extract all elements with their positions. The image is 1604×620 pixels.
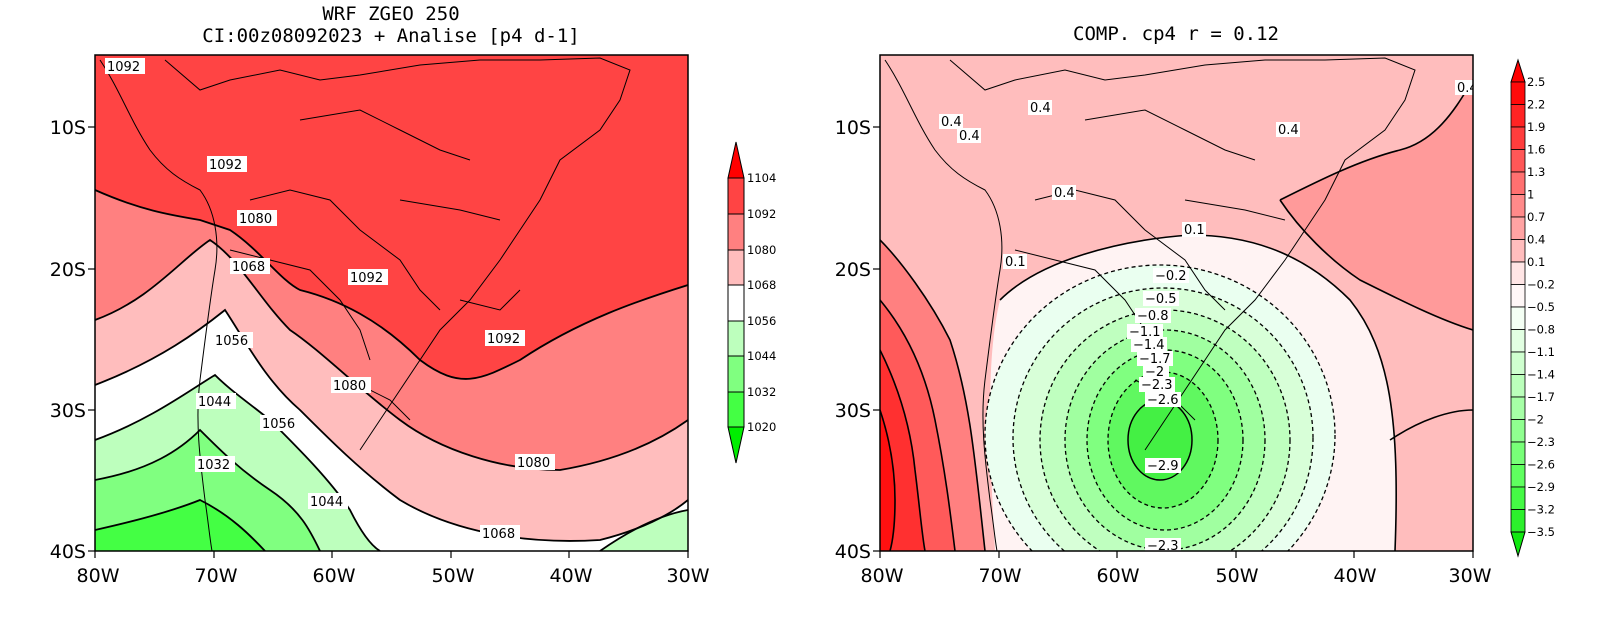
contour-label: 0.4 (959, 129, 980, 144)
colorbar-label: 2.5 (1527, 75, 1545, 89)
contour-label: −0.8 (1137, 309, 1169, 324)
contour-label: 1080 (517, 456, 550, 471)
colorbar-label: −1.7 (1527, 390, 1555, 404)
contour-label: −2.3 (1141, 378, 1173, 393)
colorbar-label: −1.1 (1527, 345, 1555, 359)
y-tick-label: 20S (50, 259, 86, 281)
left-title-line2: CI:00z08092023 + Analise [p4 d-1] (202, 25, 580, 47)
contour-label: 1044 (198, 395, 231, 410)
contour-label: 1056 (262, 417, 295, 432)
colorbar-label: 1.3 (1527, 165, 1545, 179)
colorbar-label: 1068 (747, 278, 776, 292)
contour-label: −1.7 (1139, 352, 1171, 367)
left-map-field: 1092 1092 1080 1068 1092 1056 1080 1092 … (95, 55, 688, 551)
colorbar-label: 1032 (747, 385, 776, 399)
y-tick-label: 30S (50, 400, 86, 422)
x-tick-label: 40W (550, 565, 593, 587)
y-tick-label: 10S (50, 117, 86, 139)
contour-label: 1068 (232, 260, 265, 275)
contour-label: 1092 (107, 60, 140, 75)
colorbar-label: 1 (1527, 188, 1534, 202)
left-title-line1: WRF ZGEO 250 (322, 3, 459, 25)
contour-label: −0.2 (1155, 269, 1187, 284)
colorbar-label: −2.3 (1527, 435, 1555, 449)
y-tick-label: 30S (835, 400, 871, 422)
colorbar-label: −2 (1527, 413, 1544, 427)
colorbar-label: 1092 (747, 207, 776, 221)
colorbar-label: 0.4 (1527, 233, 1545, 247)
colorbar-label: 1104 (747, 171, 776, 185)
right-y-axis (873, 126, 880, 552)
right-contour-labels: 0.4 0.4 0.4 0.4 0.4 0.4 0.1 0.1 −0.2 −0.… (939, 80, 1478, 554)
x-tick-label: 60W (1097, 565, 1140, 587)
contour-label: 1080 (239, 212, 272, 227)
left-contour-labels: 1092 1092 1080 1068 1092 1056 1080 1092 … (105, 58, 555, 542)
contour-label: 1092 (487, 332, 520, 347)
contour-label: 1044 (310, 495, 343, 510)
right-map-panel: COMP. cp4 r = 0.12 (835, 23, 1555, 587)
colorbar-label: −3.2 (1527, 503, 1555, 517)
left-y-axis (88, 126, 95, 552)
contour-label: 0.4 (1054, 186, 1075, 201)
contour-label: 1080 (333, 379, 366, 394)
x-tick-label: 50W (432, 565, 475, 587)
contour-label: −2.9 (1147, 459, 1179, 474)
x-tick-label: 80W (861, 565, 904, 587)
contour-label: 1092 (209, 158, 242, 173)
colorbar-label: −2.9 (1527, 480, 1555, 494)
contour-label: 1032 (197, 458, 230, 473)
y-tick-label: 40S (835, 541, 871, 563)
x-tick-label: 50W (1216, 565, 1259, 587)
colorbar-label: 1.6 (1527, 143, 1545, 157)
right-title: COMP. cp4 r = 0.12 (1073, 23, 1279, 45)
contour-label: −1.1 (1129, 325, 1161, 340)
y-tick-label: 20S (835, 259, 871, 281)
colorbar-label: −3.5 (1527, 525, 1555, 539)
x-tick-label: 70W (979, 565, 1022, 587)
y-tick-label: 40S (50, 541, 86, 563)
colorbar-label: −0.8 (1527, 323, 1555, 337)
x-tick-label: 70W (195, 565, 238, 587)
x-tick-label: 30W (1449, 565, 1492, 587)
left-map-frame (94, 54, 689, 552)
right-colorbar: 2.5 2.2 1.9 1.6 1.3 1 0.7 0.4 0.1 −0.2 −… (1510, 58, 1555, 558)
colorbar-label: 0.1 (1527, 255, 1545, 269)
contour-label: 0.4 (1457, 81, 1478, 96)
contour-label: 0.1 (1005, 255, 1026, 270)
contour-label: 0.4 (1030, 101, 1051, 116)
right-map-frame (879, 54, 1474, 552)
colorbar-label: 1.9 (1527, 120, 1545, 134)
contour-label: −2.3 (1147, 539, 1179, 554)
colorbar-label: 2.2 (1527, 98, 1545, 112)
contour-label: 1068 (482, 527, 515, 542)
left-colorbar: 1104 1092 1080 1068 1056 1044 1032 1020 (727, 141, 776, 464)
colorbar-label: −0.5 (1527, 300, 1555, 314)
left-map-panel: WRF ZGEO 250 CI:00z08092023 + Analise [p… (50, 3, 777, 587)
contour-label: 1092 (350, 271, 383, 286)
right-map-field: 0.4 0.4 0.4 0.4 0.4 0.4 0.1 0.1 −0.2 −0.… (880, 55, 1478, 554)
colorbar-label: 0.7 (1527, 210, 1545, 224)
colorbar-label: 1044 (747, 349, 776, 363)
contour-label: −1.4 (1133, 338, 1165, 353)
right-x-axis (879, 551, 1474, 558)
x-tick-label: 80W (77, 565, 120, 587)
colorbar-label: 1080 (747, 243, 776, 257)
colorbar-label: −1.4 (1527, 368, 1555, 382)
colorbar-label: −0.2 (1527, 278, 1555, 292)
colorbar-label: −2.6 (1527, 458, 1555, 472)
colorbar-label: 1056 (747, 314, 776, 328)
x-tick-label: 60W (313, 565, 356, 587)
left-x-axis (94, 551, 689, 558)
contour-label: 0.1 (1184, 223, 1205, 238)
contour-label: 1056 (215, 334, 248, 349)
contour-label: −0.5 (1145, 292, 1177, 307)
colorbar-label: 1020 (747, 420, 776, 434)
x-tick-label: 40W (1334, 565, 1377, 587)
contour-label: 0.4 (1278, 123, 1299, 138)
y-tick-label: 10S (835, 117, 871, 139)
contour-label: 0.4 (941, 115, 962, 130)
contour-label: −2 (1145, 365, 1164, 380)
x-tick-label: 30W (667, 565, 710, 587)
contour-label: −2.6 (1147, 393, 1179, 408)
